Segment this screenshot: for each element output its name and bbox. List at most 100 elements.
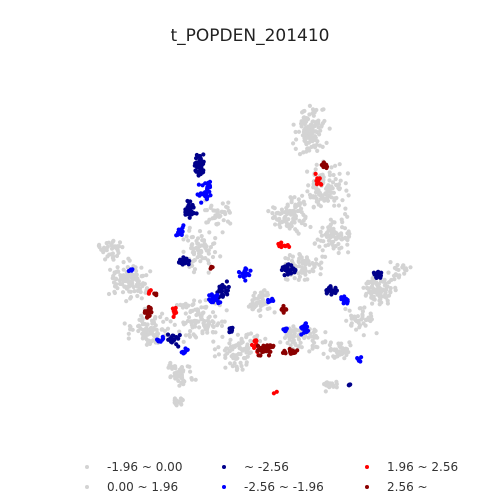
point-not-significant: [256, 296, 261, 301]
point-not-significant: [393, 285, 398, 290]
point-negative: [216, 301, 221, 306]
point-not-significant: [344, 188, 349, 193]
point-very-negative: [196, 173, 201, 178]
point-map: [96, 103, 413, 408]
legend-label: -1.96 ~ 0.00: [107, 460, 183, 474]
point-very-positive: [324, 165, 329, 171]
point-negative: [341, 301, 346, 306]
point-not-significant: [200, 238, 205, 243]
point-not-significant: [330, 180, 336, 185]
point-negative: [243, 278, 248, 283]
point-not-significant: [291, 324, 296, 329]
point-not-significant: [127, 284, 132, 289]
point-very-negative: [282, 273, 287, 278]
point-not-significant: [165, 326, 171, 331]
point-not-significant: [318, 128, 323, 133]
point-not-significant: [307, 148, 312, 153]
point-positive: [171, 314, 176, 319]
point-not-significant: [296, 197, 301, 202]
point-not-significant: [296, 271, 301, 276]
point-negative: [339, 295, 344, 301]
point-very-negative: [286, 262, 291, 267]
point-not-significant: [185, 318, 190, 324]
point-not-significant: [324, 234, 329, 239]
point-not-significant: [316, 199, 321, 204]
point-not-significant: [334, 235, 339, 241]
point-very-positive: [280, 306, 285, 311]
point-not-significant: [323, 330, 328, 335]
point-not-significant: [197, 299, 203, 304]
point-not-significant: [168, 360, 173, 366]
point-very-positive: [284, 307, 289, 312]
point-not-significant: [224, 308, 229, 313]
point-not-significant: [230, 352, 236, 358]
point-not-significant: [402, 271, 407, 276]
point-not-significant: [311, 136, 316, 142]
point-not-significant: [294, 137, 299, 142]
point-not-significant: [319, 124, 324, 129]
point-not-significant: [120, 245, 125, 250]
point-not-significant: [130, 276, 135, 281]
point-not-significant: [325, 355, 330, 360]
point-very-negative: [194, 211, 199, 216]
point-not-significant: [307, 349, 312, 354]
point-not-significant: [235, 332, 240, 337]
point-not-significant: [184, 234, 189, 239]
point-not-significant: [334, 385, 339, 390]
point-not-significant: [307, 103, 312, 108]
point-not-significant: [159, 327, 164, 332]
point-not-significant: [300, 193, 305, 198]
point-not-significant: [244, 350, 249, 355]
point-not-significant: [254, 300, 260, 305]
point-not-significant: [209, 203, 214, 208]
point-not-significant: [286, 217, 291, 222]
point-not-significant: [174, 398, 179, 403]
point-not-significant: [190, 325, 195, 330]
legend-label: 2.56 ~: [387, 480, 428, 494]
point-not-significant: [172, 322, 177, 327]
point-not-significant: [327, 178, 332, 183]
point-not-significant: [212, 215, 217, 220]
point-not-significant: [337, 171, 342, 176]
legend-item-neg: -2.56 ~ -1.96: [222, 480, 324, 494]
point-not-significant: [306, 183, 311, 188]
point-very-positive: [145, 312, 150, 317]
point-not-significant: [314, 190, 320, 195]
point-very-negative: [180, 259, 185, 264]
point-negative: [236, 270, 242, 275]
point-very-negative: [376, 273, 381, 278]
point-negative: [299, 332, 304, 337]
point-not-significant: [216, 321, 221, 326]
point-not-significant: [193, 377, 198, 382]
point-not-significant: [220, 334, 225, 339]
point-not-significant: [241, 356, 247, 361]
legend-label: -2.56 ~ -1.96: [244, 480, 324, 494]
point-not-significant: [205, 318, 210, 323]
point-not-significant: [305, 258, 310, 263]
point-not-significant: [323, 389, 328, 394]
point-not-significant: [178, 302, 183, 307]
point-very-negative: [186, 211, 191, 216]
point-very-negative: [375, 270, 380, 275]
point-not-significant: [300, 261, 305, 266]
legend-marker: [85, 485, 89, 489]
point-negative: [205, 185, 210, 190]
point-not-significant: [347, 308, 352, 313]
point-not-significant: [331, 226, 336, 231]
point-very-negative: [183, 207, 188, 212]
point-not-significant: [286, 256, 291, 261]
point-negative: [183, 347, 188, 352]
point-very-negative: [191, 205, 196, 210]
point-not-significant: [296, 344, 301, 349]
point-not-significant: [194, 245, 199, 251]
point-positive: [313, 171, 318, 176]
point-not-significant: [313, 167, 318, 172]
point-not-significant: [332, 196, 337, 201]
point-positive: [314, 182, 320, 187]
point-not-significant: [151, 320, 156, 325]
point-not-significant: [112, 284, 118, 289]
point-not-significant: [161, 319, 166, 324]
point-not-significant: [323, 254, 328, 259]
point-not-significant: [225, 205, 230, 210]
point-not-significant: [313, 194, 318, 199]
